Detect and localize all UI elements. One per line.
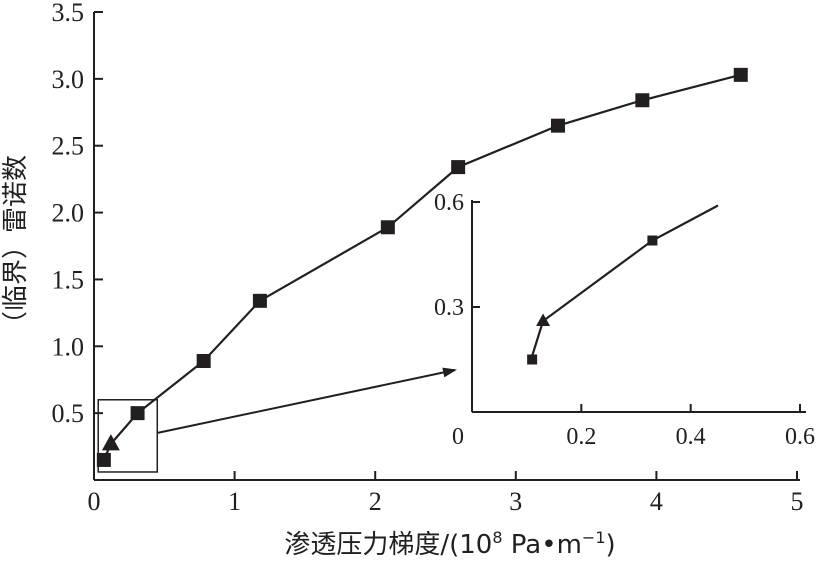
main-triangle-marker [101, 434, 120, 451]
main-square-marker [451, 160, 466, 175]
zoom-box [97, 399, 159, 473]
main-x-ticks: 0 1 2 3 4 5 [88, 471, 804, 516]
x-axis-title: 渗透压力梯度/(108 Pa•m−1) [284, 528, 615, 560]
main-y-tick-label: 2.5 [52, 132, 85, 161]
main-square-marker [733, 67, 748, 82]
inset-square-marker [527, 354, 538, 365]
main-y-tick-label: 3.0 [52, 65, 85, 94]
inset-x-tick-label: 0.6 [785, 424, 815, 450]
inset-plot: 0 0.2 0.4 0.6 0.3 0.6 [434, 190, 815, 450]
inset-y-tick-label: 0.3 [434, 295, 464, 321]
main-square-marker [130, 406, 145, 421]
main-y-tick-label: 3.5 [52, 0, 85, 27]
inset-x-tick-label: 0.4 [676, 424, 706, 450]
inset-y-ticks: 0.3 0.6 [434, 190, 480, 321]
main-x-tick-label: 3 [509, 487, 522, 516]
main-square-marker [550, 118, 565, 133]
inset-square-marker [647, 235, 658, 246]
main-plot: 0 1 2 3 4 5 0.5 1.0 1.5 2.0 2.5 3.0 3.5 [52, 0, 804, 516]
inset-y-tick-label: 0.6 [434, 190, 464, 216]
main-x-tick-label: 1 [228, 487, 241, 516]
inset-x-ticks: 0 0.2 0.4 0.6 [452, 404, 815, 450]
main-y-tick-label: 1.0 [52, 332, 85, 361]
main-y-tick-label: 1.5 [52, 265, 85, 294]
y-axis-title: （临界）雷诺数 [1, 155, 31, 337]
inset-x-tick-label: 0.2 [566, 424, 596, 450]
inset-x-tick-label: 0 [452, 424, 464, 450]
main-x-tick-label: 5 [791, 487, 804, 516]
inset-triangle-marker [536, 313, 551, 327]
zoom-arrow [156, 367, 457, 434]
main-series-line [102, 73, 742, 461]
main-y-ticks: 0.5 1.0 1.5 2.0 2.5 3.0 3.5 [52, 0, 103, 428]
main-square-marker [635, 93, 650, 108]
main-square-marker [380, 220, 395, 235]
main-series-markers [96, 67, 748, 467]
main-x-tick-label: 4 [650, 487, 663, 516]
main-square-marker [96, 452, 111, 467]
main-x-tick-label: 0 [88, 487, 101, 516]
main-x-tick-label: 2 [369, 487, 382, 516]
main-square-marker [252, 293, 267, 308]
main-square-marker [196, 353, 211, 368]
inset-series-markers [527, 235, 658, 365]
main-y-tick-label: 0.5 [52, 399, 85, 428]
inset-series-line [531, 204, 719, 357]
main-y-tick-label: 2.0 [52, 199, 85, 228]
